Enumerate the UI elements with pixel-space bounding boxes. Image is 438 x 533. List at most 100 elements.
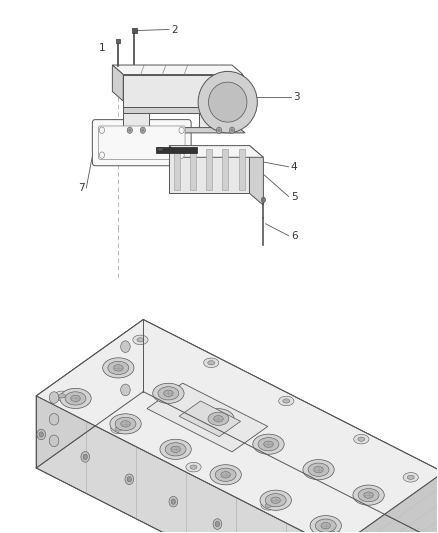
Polygon shape: [117, 127, 245, 133]
Polygon shape: [113, 65, 123, 101]
Polygon shape: [250, 146, 263, 205]
Ellipse shape: [111, 424, 126, 434]
Ellipse shape: [49, 392, 59, 403]
Circle shape: [141, 128, 144, 132]
Ellipse shape: [210, 465, 241, 485]
Ellipse shape: [60, 389, 91, 408]
Polygon shape: [123, 113, 149, 127]
Polygon shape: [36, 319, 438, 533]
Ellipse shape: [283, 399, 290, 403]
Ellipse shape: [253, 434, 284, 454]
Ellipse shape: [37, 429, 46, 440]
Ellipse shape: [133, 335, 148, 345]
Polygon shape: [123, 108, 232, 113]
Polygon shape: [169, 146, 250, 193]
Bar: [156, 147, 197, 152]
Circle shape: [127, 127, 132, 133]
Text: 4: 4: [291, 162, 297, 172]
Ellipse shape: [120, 384, 130, 396]
Ellipse shape: [125, 474, 134, 484]
Ellipse shape: [83, 454, 88, 459]
Ellipse shape: [113, 365, 123, 371]
Ellipse shape: [65, 392, 86, 405]
Ellipse shape: [403, 473, 418, 482]
Ellipse shape: [353, 485, 384, 505]
Ellipse shape: [186, 462, 201, 472]
Circle shape: [140, 127, 145, 133]
Circle shape: [261, 197, 265, 203]
Ellipse shape: [265, 503, 272, 507]
Ellipse shape: [153, 383, 184, 403]
Ellipse shape: [303, 459, 334, 480]
Bar: [174, 149, 180, 190]
Ellipse shape: [157, 148, 164, 151]
Ellipse shape: [314, 466, 323, 473]
Text: 3: 3: [293, 92, 300, 102]
Text: 2: 2: [171, 25, 178, 35]
Polygon shape: [336, 472, 438, 533]
Polygon shape: [199, 113, 232, 127]
Ellipse shape: [213, 519, 222, 529]
Ellipse shape: [214, 416, 223, 422]
Ellipse shape: [120, 341, 130, 352]
Ellipse shape: [315, 519, 336, 532]
Circle shape: [99, 152, 105, 158]
FancyBboxPatch shape: [99, 126, 185, 159]
Polygon shape: [179, 401, 240, 437]
Bar: [116, 39, 120, 43]
Polygon shape: [36, 319, 143, 468]
Polygon shape: [113, 65, 243, 75]
Ellipse shape: [110, 414, 141, 434]
Ellipse shape: [265, 494, 286, 507]
Ellipse shape: [49, 414, 59, 425]
Ellipse shape: [115, 417, 136, 431]
Ellipse shape: [358, 437, 365, 441]
Ellipse shape: [58, 394, 65, 398]
Circle shape: [179, 127, 184, 133]
Ellipse shape: [407, 475, 414, 480]
Ellipse shape: [115, 427, 122, 431]
Polygon shape: [169, 146, 263, 157]
Polygon shape: [123, 75, 243, 108]
Ellipse shape: [308, 463, 329, 477]
Ellipse shape: [137, 338, 144, 342]
Ellipse shape: [39, 432, 43, 437]
Ellipse shape: [354, 434, 369, 444]
Ellipse shape: [208, 412, 229, 425]
Ellipse shape: [171, 499, 176, 504]
Ellipse shape: [208, 361, 215, 365]
Circle shape: [128, 128, 131, 132]
Bar: [239, 149, 245, 190]
Ellipse shape: [215, 521, 219, 527]
Ellipse shape: [208, 82, 247, 122]
Circle shape: [216, 127, 222, 133]
Ellipse shape: [203, 409, 234, 429]
Text: 6: 6: [291, 231, 297, 241]
Ellipse shape: [271, 497, 280, 503]
Polygon shape: [36, 396, 336, 533]
Ellipse shape: [279, 396, 294, 406]
Ellipse shape: [321, 522, 331, 529]
Ellipse shape: [81, 451, 90, 462]
Ellipse shape: [49, 435, 59, 447]
Ellipse shape: [325, 529, 340, 533]
Ellipse shape: [160, 439, 191, 459]
Circle shape: [218, 128, 220, 132]
Text: 5: 5: [291, 191, 297, 201]
Ellipse shape: [164, 390, 173, 397]
Ellipse shape: [364, 492, 373, 498]
Ellipse shape: [165, 443, 186, 456]
Circle shape: [179, 152, 184, 158]
Ellipse shape: [108, 361, 129, 375]
Ellipse shape: [204, 358, 219, 368]
Bar: [206, 149, 212, 190]
Circle shape: [230, 127, 235, 133]
Bar: [131, 28, 137, 33]
Text: 7: 7: [78, 183, 85, 193]
Circle shape: [231, 128, 233, 132]
Bar: [190, 149, 196, 190]
Ellipse shape: [221, 472, 230, 478]
Ellipse shape: [127, 477, 131, 482]
Ellipse shape: [198, 71, 257, 133]
FancyBboxPatch shape: [92, 119, 191, 166]
